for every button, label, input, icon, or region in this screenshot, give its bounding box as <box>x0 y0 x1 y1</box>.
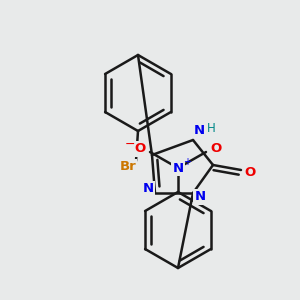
Text: N: N <box>194 190 206 203</box>
Text: O: O <box>244 166 256 178</box>
Text: +: + <box>183 157 191 167</box>
Text: N: N <box>142 182 154 196</box>
Text: O: O <box>134 142 146 155</box>
Text: N: N <box>194 124 205 136</box>
Text: Br: Br <box>120 160 136 173</box>
Text: H: H <box>207 122 215 134</box>
Text: O: O <box>210 142 222 155</box>
Text: N: N <box>172 161 184 175</box>
Text: −: − <box>125 137 135 151</box>
